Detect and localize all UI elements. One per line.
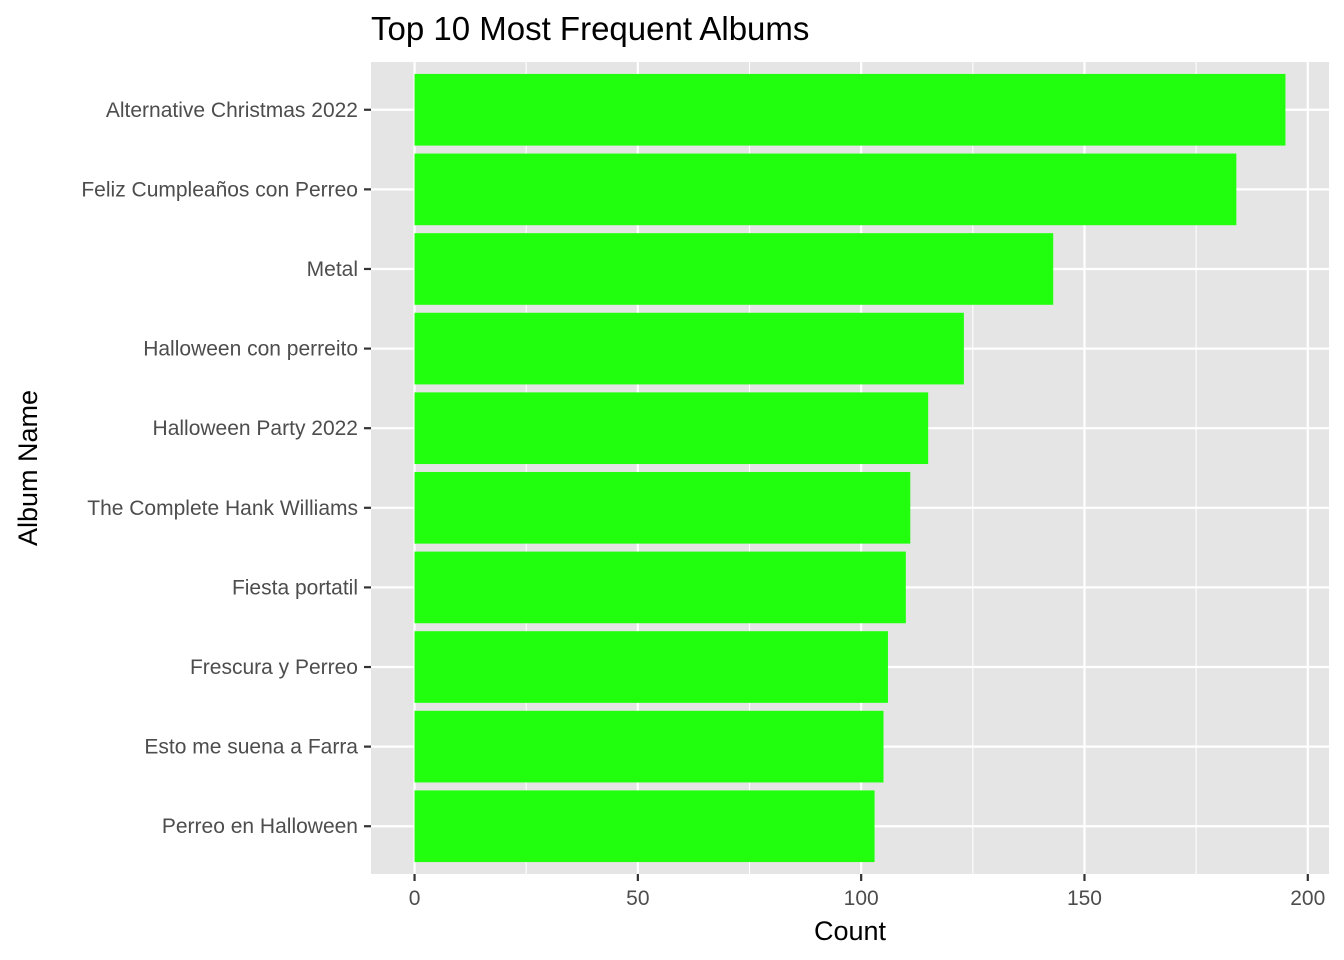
bar — [414, 392, 929, 465]
bar — [414, 631, 888, 703]
y-tick-label: Feliz Cumpleaños con Perreo — [81, 178, 358, 201]
y-tick-label: Metal — [307, 258, 358, 281]
y-tick-label: The Complete Hank Williams — [87, 497, 358, 520]
y-tick-label: Fiesta portatil — [232, 576, 358, 599]
y-axis: Alternative Christmas 2022 Feliz Cumpleañ… — [81, 99, 371, 838]
bar — [414, 312, 964, 385]
bar — [414, 551, 906, 624]
x-tick-label: 100 — [844, 887, 879, 910]
x-axis-title: Count — [814, 916, 887, 946]
x-tick-label: 150 — [1067, 887, 1102, 910]
x-tick-label: 200 — [1290, 887, 1325, 910]
y-tick-label: Perreo en Halloween — [162, 815, 358, 838]
bar — [414, 710, 884, 783]
x-tick-label: 50 — [626, 887, 649, 910]
bar — [414, 153, 1237, 226]
y-tick-label: Frescura y Perreo — [190, 656, 358, 679]
bar — [414, 73, 1286, 146]
x-tick-label: 0 — [409, 887, 421, 910]
bar — [414, 233, 1054, 305]
bars — [414, 73, 1286, 863]
y-axis-title: Album Name — [13, 390, 43, 546]
x-axis: 0 50 100 150 200 — [409, 874, 1325, 910]
y-tick-label: Alternative Christmas 2022 — [106, 99, 358, 122]
y-tick-label: Halloween con perreito — [143, 338, 358, 361]
bar — [414, 790, 875, 863]
y-tick-label: Esto me suena a Farra — [144, 736, 358, 759]
chart-title: Top 10 Most Frequent Albums — [371, 10, 809, 47]
bar — [414, 471, 911, 544]
y-tick-label: Halloween Party 2022 — [153, 417, 358, 440]
